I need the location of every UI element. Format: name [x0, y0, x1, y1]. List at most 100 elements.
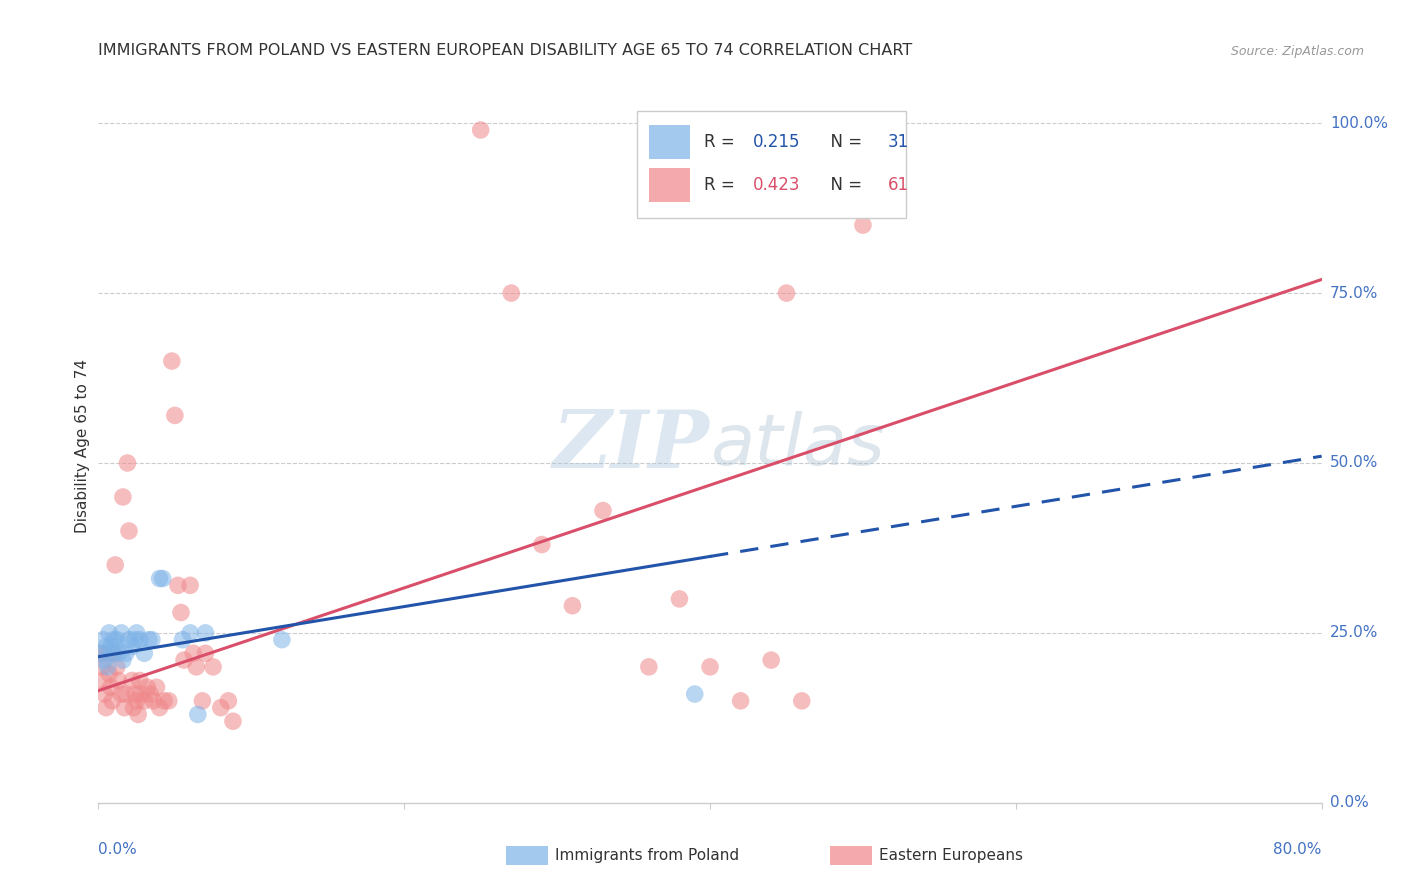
- Point: [134, 646, 156, 660]
- Point: [141, 632, 163, 647]
- Point: [470, 123, 492, 137]
- Point: [90, 660, 112, 674]
- Point: [100, 640, 122, 654]
- Text: 61: 61: [887, 176, 908, 194]
- Point: [775, 286, 797, 301]
- Point: [105, 632, 128, 647]
- Point: [89, 646, 111, 660]
- Text: 0.215: 0.215: [752, 133, 800, 151]
- Point: [115, 687, 138, 701]
- Text: Immigrants from Poland: Immigrants from Poland: [555, 848, 740, 863]
- Point: [103, 646, 125, 660]
- Point: [202, 660, 225, 674]
- Text: 0.0%: 0.0%: [1330, 796, 1368, 810]
- Point: [187, 707, 209, 722]
- Point: [111, 490, 134, 504]
- Point: [149, 700, 172, 714]
- Text: 31: 31: [887, 133, 908, 151]
- Point: [94, 700, 117, 714]
- Point: [100, 680, 122, 694]
- Text: IMMIGRANTS FROM POLAND VS EASTERN EUROPEAN DISABILITY AGE 65 TO 74 CORRELATION C: IMMIGRANTS FROM POLAND VS EASTERN EUROPE…: [98, 43, 912, 58]
- Point: [852, 218, 875, 232]
- Point: [90, 646, 112, 660]
- Point: [170, 606, 193, 620]
- Bar: [637, 111, 905, 218]
- Point: [179, 626, 201, 640]
- Point: [217, 694, 239, 708]
- Bar: [648, 125, 690, 159]
- Point: [186, 660, 208, 674]
- Point: [97, 660, 120, 674]
- Point: [194, 646, 217, 660]
- Point: [124, 687, 146, 701]
- Point: [98, 626, 121, 640]
- Point: [124, 632, 146, 647]
- Point: [94, 640, 117, 654]
- Point: [93, 687, 115, 701]
- Point: [107, 646, 129, 660]
- Point: [129, 687, 152, 701]
- Text: N =: N =: [820, 176, 868, 194]
- Point: [759, 653, 782, 667]
- Point: [699, 660, 721, 674]
- Point: [107, 673, 129, 688]
- Point: [101, 694, 124, 708]
- Point: [125, 626, 148, 640]
- Point: [145, 680, 167, 694]
- Y-axis label: Disability Age 65 to 74: Disability Age 65 to 74: [75, 359, 90, 533]
- Point: [121, 640, 143, 654]
- Point: [730, 694, 752, 708]
- Point: [139, 687, 162, 701]
- Point: [153, 694, 176, 708]
- Point: [637, 660, 661, 674]
- Text: 25.0%: 25.0%: [1330, 625, 1378, 640]
- Point: [103, 632, 125, 647]
- Point: [142, 694, 165, 708]
- Point: [91, 632, 114, 647]
- Point: [181, 646, 204, 660]
- Point: [152, 572, 174, 586]
- Point: [110, 687, 132, 701]
- Point: [209, 700, 232, 714]
- Point: [530, 537, 553, 551]
- Point: [134, 694, 156, 708]
- Point: [121, 673, 143, 688]
- Point: [112, 700, 135, 714]
- Point: [592, 503, 614, 517]
- Point: [149, 572, 172, 586]
- Point: [668, 591, 690, 606]
- Point: [683, 687, 706, 701]
- Point: [104, 640, 127, 654]
- Point: [115, 646, 138, 660]
- Point: [179, 578, 201, 592]
- Point: [98, 666, 121, 681]
- Text: 75.0%: 75.0%: [1330, 285, 1378, 301]
- Text: 50.0%: 50.0%: [1330, 456, 1378, 470]
- Point: [118, 524, 141, 538]
- Text: R =: R =: [704, 176, 740, 194]
- Point: [172, 632, 194, 647]
- Point: [127, 707, 149, 722]
- Text: 0.0%: 0.0%: [98, 842, 138, 856]
- Text: 0.423: 0.423: [752, 176, 800, 194]
- Text: R =: R =: [704, 133, 740, 151]
- Point: [191, 694, 214, 708]
- Point: [105, 660, 128, 674]
- Point: [194, 626, 217, 640]
- Point: [167, 578, 190, 592]
- Point: [118, 632, 141, 647]
- Point: [91, 673, 114, 688]
- Bar: [648, 168, 690, 202]
- Point: [790, 694, 813, 708]
- Text: N =: N =: [820, 133, 868, 151]
- Text: 100.0%: 100.0%: [1330, 116, 1388, 131]
- Point: [138, 632, 160, 647]
- Point: [97, 646, 120, 660]
- Point: [270, 632, 292, 647]
- Point: [128, 673, 150, 688]
- Point: [104, 558, 127, 572]
- Text: atlas: atlas: [710, 411, 884, 481]
- Point: [173, 653, 195, 667]
- Point: [128, 632, 150, 647]
- Point: [561, 599, 583, 613]
